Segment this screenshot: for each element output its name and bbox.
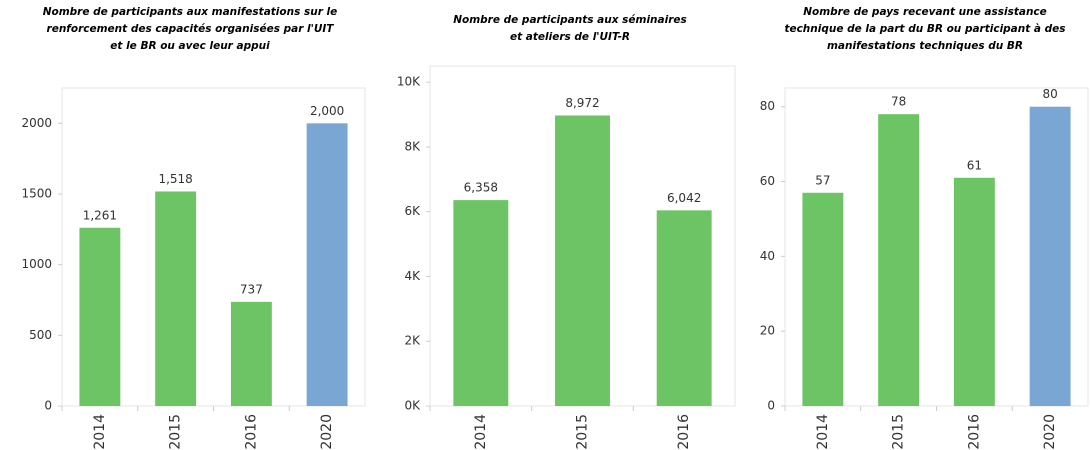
value-label: 8,972: [565, 96, 599, 110]
y-tick-label: 6K: [404, 204, 421, 218]
x-tick-label: 2014: [92, 414, 108, 450]
bar: [1029, 106, 1071, 407]
y-tick-label: 40: [760, 249, 775, 263]
value-label: 78: [891, 95, 906, 109]
x-tick-label: 2020: [1042, 414, 1058, 450]
y-tick-label: 0: [44, 399, 52, 413]
x-tick-label: 2016: [966, 414, 982, 450]
x-tick-label: 2015: [575, 414, 591, 450]
y-tick-label: 1000: [21, 257, 52, 271]
bar: [230, 301, 272, 406]
x-tick-label: 2014: [473, 414, 489, 450]
y-tick-label: 500: [29, 328, 52, 342]
y-tick-label: 8K: [404, 139, 421, 153]
chart-title: Nombre de pays recevant une assistance: [803, 6, 1047, 18]
bar: [878, 114, 920, 406]
bar: [79, 227, 121, 406]
chart-title: technique de la part du BR ou participan…: [784, 23, 1065, 35]
y-tick-label: 80: [760, 99, 775, 113]
value-label: 737: [240, 282, 263, 296]
chart-title: Nombre de participants aux manifestation…: [43, 6, 338, 18]
value-label: 57: [815, 173, 830, 187]
y-tick-label: 20: [760, 324, 775, 338]
bar: [306, 123, 348, 406]
bar: [802, 192, 844, 406]
x-tick-label: 2020: [319, 414, 335, 450]
bar: [555, 115, 610, 407]
value-label: 2,000: [310, 104, 344, 118]
value-label: 1,261: [83, 208, 117, 222]
y-tick-label: 2000: [21, 116, 52, 130]
y-tick-label: 10K: [397, 75, 421, 89]
x-tick-label: 2015: [168, 414, 184, 450]
y-tick-label: 2K: [404, 334, 421, 348]
chart-title: renforcement des capacités organisées pa…: [47, 23, 335, 35]
value-label: 6,042: [667, 191, 701, 205]
x-tick-label: 2016: [676, 414, 692, 450]
x-tick-label: 2015: [891, 414, 907, 450]
bar: [453, 200, 509, 406]
bar: [656, 210, 712, 406]
y-tick-label: 0K: [404, 399, 421, 413]
x-tick-label: 2016: [243, 414, 259, 450]
x-tick-label: 2014: [815, 414, 831, 450]
y-tick-label: 4K: [404, 269, 421, 283]
y-tick-label: 0: [767, 399, 775, 413]
chart-title: et le BR ou avec leur appui: [110, 40, 270, 52]
value-label: 80: [1042, 87, 1057, 101]
bar: [953, 177, 995, 406]
value-label: 6,358: [464, 181, 498, 195]
y-tick-label: 60: [760, 174, 775, 188]
y-tick-label: 1500: [21, 187, 52, 201]
chart-title: Nombre de participants aux séminaires: [453, 14, 687, 26]
bar: [155, 191, 197, 406]
chart-title: et ateliers de l'UIT-R: [510, 31, 630, 43]
chart-title: manifestations techniques du BR: [827, 40, 1023, 52]
value-label: 1,518: [158, 172, 192, 186]
value-label: 61: [967, 158, 982, 172]
